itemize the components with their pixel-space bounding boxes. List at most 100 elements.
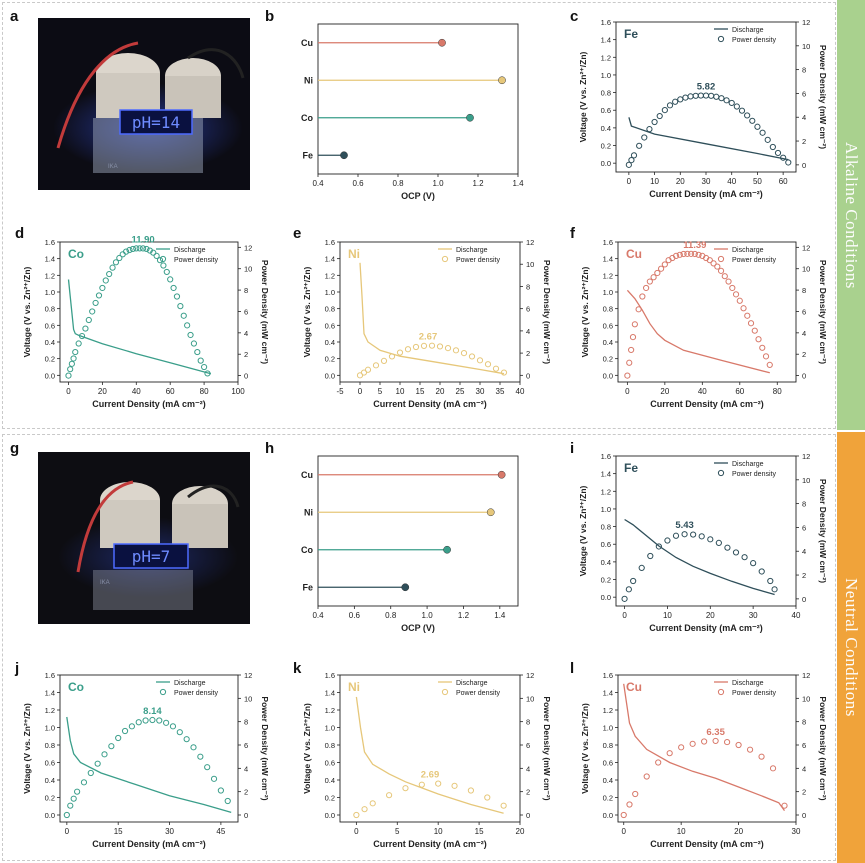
chart-k-power-point-0 [353,811,360,819]
chart-f-ytick-label-2: 0.4 [603,338,613,347]
chart-f-y2label: Power Density (mW cm⁻²) [818,260,828,364]
chart-l-ytick-label-8: 1.6 [603,671,613,680]
chart-f-power-point-33 [740,305,747,312]
chart-h-point-Cu [497,470,506,479]
chart-i-ytick-label-1: 0.2 [601,576,611,585]
chart-i-xtick-label-4: 40 [792,611,801,620]
chart-d-power-point-4 [72,348,79,356]
chart-d-ylabel: Voltage (V vs. Zn²⁺/Zn) [22,266,32,357]
chart-d-power-point-19 [123,248,130,255]
chart-f-power-point-31 [732,291,740,298]
chart-c-ytick-label-0: 0.0 [601,159,611,168]
chart-c-legend-power-swatch [717,35,725,43]
chart-e-power-point-17 [484,361,492,368]
chart-e-power-point-1 [360,369,368,376]
chart-e-y2tick-label-5: 10 [526,260,534,269]
chart-j-ytick-label-5: 1.0 [45,724,55,733]
chart-c-xtick-label-5: 50 [753,177,762,186]
chart-c-power-point-23 [738,107,746,114]
chart-d-power-point-31 [163,268,170,276]
chart-j-power-point-4 [80,779,88,786]
chart-l-ytick-label-2: 0.4 [603,776,613,785]
chart-k-y2label: Power Density (mW cm⁻²) [542,696,552,800]
chart-f-power-point-40 [766,361,773,369]
chart-c-power-point-14 [692,92,699,99]
neutral-conditions-label: Neutral Conditions [842,578,861,717]
chart-l-xtick-label-3: 30 [792,827,801,836]
chart-d-power-point-7 [82,325,89,332]
chart-d-power-point-21 [129,245,136,253]
chart-l-power-point-15 [781,802,788,809]
chart-f-power-point-27 [717,267,725,274]
chart-f-power-point-21 [695,251,702,258]
chart-e-peak-label: 2.67 [419,332,438,343]
chart-e-ytick-label-1: 0.2 [325,355,335,364]
chart-f-power-point-5 [635,306,642,313]
chart-b-category-Cu: Cu [301,38,313,48]
chart-f-power-point-39 [762,353,770,360]
chart-i-power-point-6 [664,537,671,544]
chart-f-power-point-29 [725,278,732,285]
chart-c-peak-label: 5.82 [697,82,716,93]
chart-c-power-point-26 [754,123,761,130]
chart-j-y2tick-label-6: 12 [244,671,252,680]
chart-c-xtick-label-2: 20 [676,177,685,186]
chart-e-power-point-6 [396,349,404,356]
chart-e-y2tick-label-2: 4 [526,327,530,336]
chart-e-xtick-label-9: 40 [516,387,525,396]
chart-c-power-point-27 [759,129,766,136]
photo-neutral-cell: pH=7 IKA [38,452,250,624]
chart-k-xtick-label-3: 15 [475,827,484,836]
chart-d-power-point-43 [204,370,211,377]
chart-c-legend-discharge: Discharge [732,27,764,34]
chart-c-power-point-32 [785,159,792,166]
chart-d-metal-label: Co [68,247,84,261]
chart-k-y2tick-label-2: 4 [526,764,530,773]
chart-c-ytick-label-7: 1.4 [601,36,611,45]
photo-alkaline-cell: pH=14 IKA [38,18,250,190]
chart-f-frame [617,241,797,383]
chart-c-y2tick-label-1: 2 [802,137,806,146]
chart-k-power-point-7 [451,782,458,789]
chart-e-metal-label: Ni [348,247,360,261]
chart-f-ytick-label-8: 1.6 [603,238,613,247]
chart-c-power-point-9 [666,102,674,109]
chart-d-power-point-13 [102,277,109,284]
photo-brand-a: IKA [108,164,118,170]
chart-l-y2tick-label-0: 0 [802,811,806,820]
panel-label-h: h [265,440,274,457]
chart-c-power-point-18 [713,93,720,100]
chart-e-power-point-14 [460,350,468,357]
chart-l-ytick-label-1: 0.2 [603,794,613,803]
chart-c-ytick-label-6: 1.2 [601,53,611,62]
chart-d-power-point-32 [167,276,174,283]
chart-d-power-point-10 [92,299,99,307]
chart-e-frame [339,241,521,383]
chart-c-xtick-label-4: 40 [727,177,736,186]
chart-b-point-Co [466,113,474,122]
chart-d-xtick-label-1: 20 [98,387,107,396]
alkaline-section-frame [2,2,836,429]
chart-j-power-point-3 [74,788,81,795]
chart-l-power-point-3 [643,773,650,780]
chart-j-power-point-16 [163,719,170,726]
chart-l-peak-label: 6.35 [706,727,725,738]
chart-d-power-point-38 [187,331,194,339]
chart-d-power-point-5 [75,340,82,347]
chart-e-xtick-label-1: 0 [358,387,363,396]
chart-i-legend-power: Power density [732,471,776,478]
chart-f-power-point-28 [721,273,728,280]
chart-j-power-point-15 [156,717,163,724]
chart-b-category-Co: Co [301,113,313,123]
chart-l-ytick-label-5: 1.0 [603,724,613,733]
alkaline-conditions-label: Alkaline Conditions [842,141,861,289]
chart-d-legend-discharge: Discharge [174,247,206,254]
chart-j-legend-power: Power density [174,690,218,697]
chart-f-y2tick-label-5: 10 [802,265,810,274]
chart-c-power-point-24 [744,112,751,119]
chart-d-ytick-label-7: 1.4 [45,255,55,264]
chart-h-point-Fe [401,583,410,592]
chart-f-power-point-11 [657,265,665,272]
chart-e-ytick-label-4: 0.8 [325,305,335,314]
